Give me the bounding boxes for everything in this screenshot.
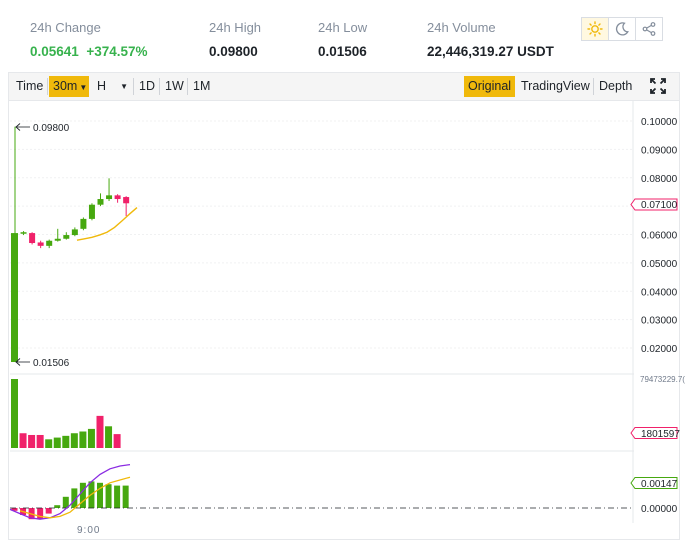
light-theme-button[interactable] (581, 17, 609, 41)
chart-container (8, 72, 680, 540)
dark-theme-button[interactable] (608, 17, 636, 41)
time-button[interactable]: Time (16, 79, 44, 93)
expand-icon (650, 78, 666, 94)
interval-30m-label: 30m (53, 79, 78, 93)
toolbar-divider (593, 78, 594, 95)
share-icon (642, 22, 656, 36)
change-value-row: 0.05641 +374.57% (30, 44, 148, 59)
market-stats: 24h Change 0.05641 +374.57% 24h High 0.0… (0, 0, 687, 70)
high-label: 24h High (209, 20, 262, 35)
volume-label: 24h Volume (427, 20, 496, 35)
change-percent: +374.57% (86, 44, 148, 59)
interval-1w-button[interactable]: 1W (165, 79, 184, 93)
caret-down-icon: ▼ (79, 83, 88, 92)
low-value: 0.01506 (318, 44, 367, 59)
volume-value: 22,446,319.27 USDT (427, 44, 554, 59)
high-value: 0.09800 (209, 44, 258, 59)
interval-more-dropdown[interactable]: H ▼ (93, 76, 131, 97)
change-label: 24h Change (30, 20, 101, 35)
chart-toolbar: Time 30m ▼ H ▼ 1D 1W 1M Original TradingVi… (9, 73, 679, 101)
tradingview-chart-tab[interactable]: TradingView (521, 79, 590, 93)
original-chart-tab[interactable]: Original (464, 76, 515, 97)
low-label: 24h Low (318, 20, 368, 35)
toolbar-divider (47, 78, 48, 95)
moon-icon (615, 22, 629, 36)
toolbar-divider (159, 78, 160, 95)
share-button[interactable] (635, 17, 663, 41)
theme-buttons (581, 17, 663, 41)
interval-more-label: H (97, 79, 107, 93)
volume-stat: 24h Volume 22,446,319.27 USDT (427, 20, 554, 59)
change-value: 0.05641 (30, 44, 79, 59)
toolbar-divider (133, 78, 134, 95)
depth-chart-tab[interactable]: Depth (599, 79, 633, 93)
change-stat: 24h Change 0.05641 +374.57% (30, 20, 148, 59)
fullscreen-button[interactable] (649, 77, 667, 95)
interval-1m-button[interactable]: 1M (193, 79, 211, 93)
low-stat: 24h Low 0.01506 (318, 20, 367, 59)
caret-down-icon: ▼ (120, 82, 128, 91)
interval-30m-button[interactable]: 30m ▼ (49, 76, 89, 97)
high-stat: 24h High 0.09800 (209, 20, 261, 59)
toolbar-divider (187, 78, 188, 95)
interval-1d-button[interactable]: 1D (139, 79, 155, 93)
sun-icon (587, 21, 603, 37)
